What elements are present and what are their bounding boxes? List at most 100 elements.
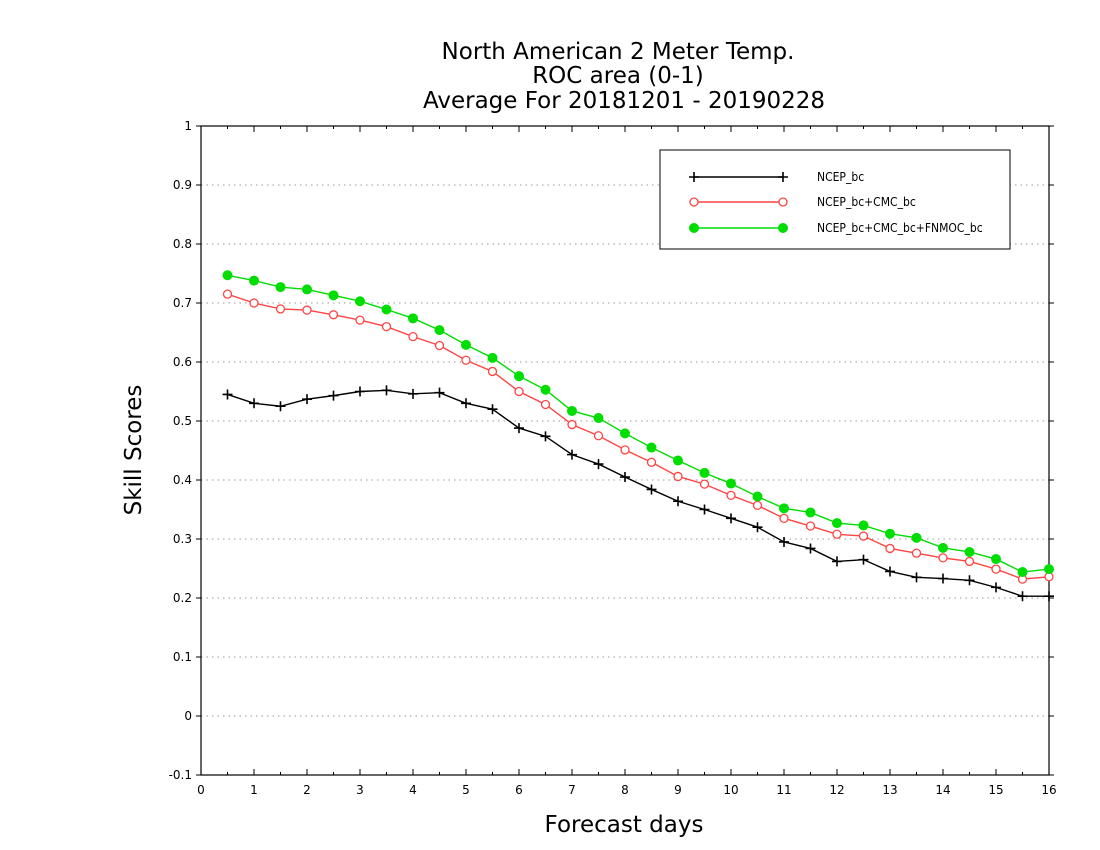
y-tick-label: 0.4	[173, 473, 192, 487]
y-axis-label: Skill Scores	[121, 385, 147, 516]
data-point	[938, 553, 948, 563]
plot-frame	[200, 125, 1050, 776]
data-point	[408, 388, 418, 399]
x-tick-label: 9	[674, 783, 682, 797]
data-point	[620, 445, 630, 455]
legend-marker	[689, 197, 699, 207]
data-point	[726, 490, 736, 500]
y-tick-label: 0.8	[173, 237, 192, 251]
data-point	[779, 513, 789, 523]
y-tick-label: -0.1	[169, 768, 192, 782]
data-point	[699, 479, 710, 489]
data-point	[434, 325, 445, 336]
data-point	[461, 339, 471, 350]
chart-title-line-2: ROC area (0-1)	[532, 63, 704, 89]
data-point	[222, 270, 233, 281]
legend-marker	[778, 172, 788, 182]
data-point	[885, 543, 895, 554]
data-point	[673, 455, 683, 466]
data-point	[752, 500, 763, 511]
data-point	[381, 321, 392, 332]
data-point	[514, 371, 524, 382]
data-point	[646, 442, 657, 453]
x-tick-label: 11	[776, 783, 791, 797]
data-point	[222, 289, 233, 299]
data-point	[249, 398, 259, 409]
data-point	[699, 504, 710, 515]
data-point	[964, 546, 975, 557]
x-tick-label: 5	[462, 783, 470, 797]
data-point	[1017, 567, 1028, 578]
data-point	[858, 520, 869, 531]
data-point	[832, 529, 842, 539]
legend-marker	[689, 172, 699, 182]
legend-item: NCEP_bc+CMC_bc	[689, 195, 916, 209]
data-point	[302, 305, 312, 315]
data-point	[434, 340, 445, 351]
data-point	[328, 390, 339, 401]
data-point	[540, 399, 551, 410]
data-point	[381, 304, 392, 315]
data-point	[726, 478, 736, 489]
x-tick-label: 1	[250, 783, 258, 797]
data-point	[673, 471, 683, 482]
series-line	[227, 274, 1050, 573]
data-point	[567, 405, 577, 416]
legend-item: NCEP_bc+CMC_bc+FNMOC_bc	[689, 221, 983, 235]
data-point	[514, 386, 524, 397]
data-point	[593, 413, 604, 424]
data-point	[1017, 591, 1028, 602]
data-point	[805, 543, 816, 554]
series-NCEP_bc+CMC_bc	[222, 289, 1054, 584]
data-point	[408, 331, 418, 342]
data-point	[938, 573, 948, 584]
y-tick-label: 0	[184, 709, 192, 723]
data-point	[832, 518, 842, 529]
data-point	[726, 513, 736, 524]
legend-label: NCEP_bc+CMC_bc+FNMOC_bc	[817, 221, 983, 235]
x-tick-label: 6	[515, 783, 523, 797]
x-tick-label: 13	[882, 783, 897, 797]
chart-title-line-3: Average For 20181201 - 20190228	[423, 88, 825, 114]
data-point	[858, 531, 869, 541]
data-point	[938, 542, 948, 553]
data-point	[302, 394, 312, 405]
legend-marker	[689, 223, 699, 233]
data-point	[911, 572, 922, 583]
series-line	[227, 293, 1050, 580]
data-point	[593, 459, 604, 470]
data-point	[434, 387, 445, 398]
y-tick-label: 0.6	[173, 355, 192, 369]
axis-ticks: -0.100.10.20.30.40.50.60.70.80.910 1 2 3 4 5 6…	[169, 119, 1057, 797]
data-point	[1044, 591, 1054, 602]
data-point	[593, 431, 604, 441]
y-tick-label: 0.9	[173, 178, 192, 192]
data-point	[328, 290, 339, 301]
data-point	[249, 298, 259, 308]
data-point	[487, 352, 498, 363]
legend-label: NCEP_bc	[817, 170, 864, 184]
x-tick-label: 8	[621, 783, 629, 797]
legend-item: NCEP_bc	[689, 170, 864, 184]
legend-marker	[778, 223, 788, 233]
y-tick-label: 0.3	[173, 532, 192, 546]
data-point	[991, 582, 1001, 593]
data-point	[832, 556, 842, 567]
y-tick-label: 0.1	[173, 650, 192, 664]
data-point	[355, 315, 365, 325]
data-point	[620, 428, 630, 439]
data-point	[646, 457, 657, 467]
data-point	[991, 554, 1001, 565]
data-point	[540, 431, 551, 442]
data-point	[885, 566, 895, 577]
legend: NCEP_bc NCEP_bc+CMC_bc NCEP_bc+CMC_bc+FNMO…	[659, 149, 1011, 250]
x-tick-label: 10	[723, 783, 738, 797]
data-point	[487, 366, 498, 377]
data-point	[752, 491, 763, 502]
data-point	[381, 385, 392, 396]
data-point	[964, 556, 975, 567]
y-tick-label: 0.5	[173, 414, 192, 428]
x-tick-label: 14	[935, 783, 950, 797]
data-point	[461, 355, 471, 365]
